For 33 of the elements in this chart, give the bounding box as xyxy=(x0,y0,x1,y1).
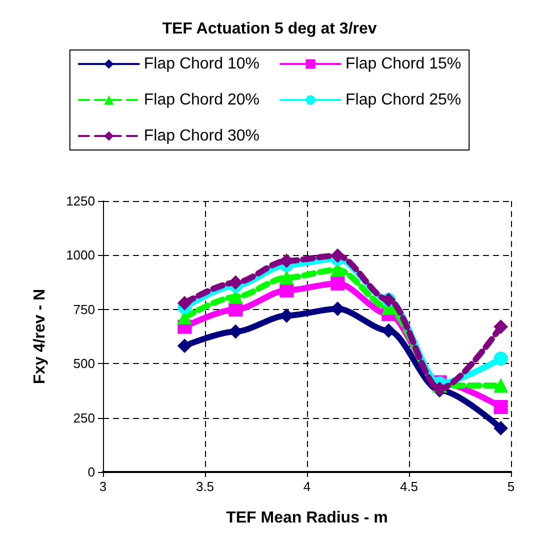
y-axis-title: Fxy 4/rev - N xyxy=(32,288,48,384)
point xyxy=(494,378,508,392)
point xyxy=(494,421,508,436)
point xyxy=(330,276,345,290)
point xyxy=(228,276,243,290)
point xyxy=(280,270,294,285)
point xyxy=(494,400,508,414)
point xyxy=(494,352,508,366)
legend-label: Flap Chord 10% xyxy=(144,56,260,72)
legend-label: Flap Chord 20% xyxy=(144,92,260,108)
legend-label: Flap Chord 25% xyxy=(346,92,462,108)
x-tick-label: 3.5 xyxy=(196,479,214,494)
point xyxy=(178,338,192,353)
point xyxy=(228,302,243,316)
x-tick-label: 5 xyxy=(507,479,515,494)
y-tick-label: 1250 xyxy=(66,194,95,208)
x-tick-label: 4 xyxy=(303,479,311,494)
point xyxy=(494,320,508,334)
y-tick-label: 750 xyxy=(73,302,95,317)
y-tick-label: 500 xyxy=(73,356,95,372)
x-tick-label: 4.5 xyxy=(400,479,418,494)
point xyxy=(280,283,294,298)
point xyxy=(382,324,396,338)
x-tick-label: 3 xyxy=(99,479,107,494)
y-tick-label: 0 xyxy=(88,464,95,480)
legend-label: Flap Chord 15% xyxy=(346,56,462,72)
chart-title: TEF Actuation 5 deg at 3/rev xyxy=(162,20,377,38)
point xyxy=(330,248,345,263)
y-tick-label: 1000 xyxy=(66,248,95,263)
y-tick-label: 250 xyxy=(73,410,95,426)
x-axis-title: TEF Mean Radius - m xyxy=(226,510,388,526)
legend-label: Flap Chord 30% xyxy=(144,128,260,144)
point xyxy=(178,296,192,310)
